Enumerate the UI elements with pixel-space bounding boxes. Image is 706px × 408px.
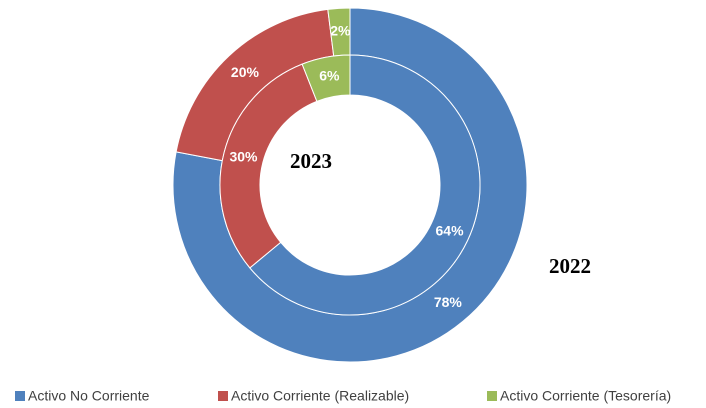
data-label: 6% bbox=[319, 68, 340, 84]
donut-slice bbox=[249, 54, 481, 316]
legend-swatch bbox=[15, 391, 25, 401]
legend-swatch bbox=[218, 391, 228, 401]
data-label: 2% bbox=[330, 23, 351, 39]
legend-swatch bbox=[487, 391, 497, 401]
ring-label: 2023 bbox=[290, 149, 332, 173]
ring-label: 2022 bbox=[549, 254, 591, 278]
donut-slice bbox=[301, 54, 351, 102]
legend-label: Activo Corriente (Realizable) bbox=[231, 388, 409, 404]
data-label: 30% bbox=[229, 148, 258, 164]
legend-label: Activo No Corriente bbox=[28, 388, 150, 404]
data-label: 64% bbox=[436, 223, 465, 239]
data-label: 20% bbox=[231, 64, 260, 80]
data-label: 78% bbox=[434, 294, 463, 310]
legend-label: Activo Corriente (Tesorería) bbox=[500, 388, 671, 404]
